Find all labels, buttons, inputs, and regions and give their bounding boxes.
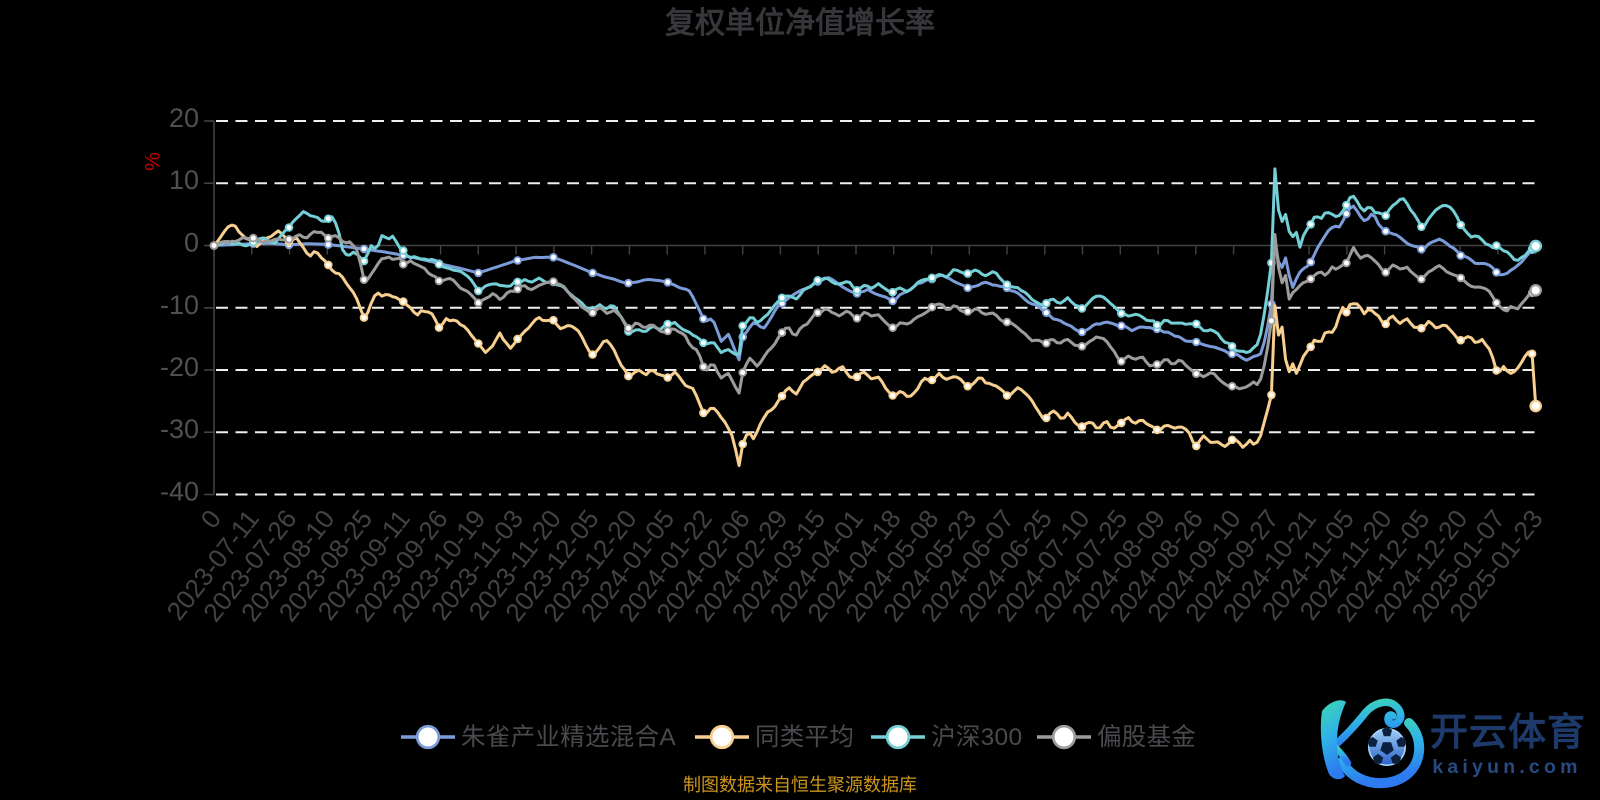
svg-text:同类平均: 同类平均: [755, 723, 854, 751]
svg-text:-40: -40: [160, 477, 199, 507]
svg-text:朱雀产业精选混合A: 朱雀产业精选混合A: [461, 723, 676, 751]
svg-text:-10: -10: [160, 290, 199, 320]
svg-text:开云体育: 开云体育: [1430, 712, 1586, 754]
svg-text:制图数据来自恒生聚源数据库: 制图数据来自恒生聚源数据库: [683, 775, 917, 795]
svg-text:沪深300: 沪深300: [931, 723, 1022, 751]
svg-text:-30: -30: [160, 414, 199, 444]
svg-text:复权单位净值增长率: 复权单位净值增长率: [665, 6, 935, 40]
svg-text:-20: -20: [160, 352, 199, 382]
svg-text:0: 0: [184, 228, 199, 258]
svg-text:10: 10: [169, 165, 199, 195]
svg-text:20: 20: [169, 103, 199, 133]
svg-text:kaiyun.com: kaiyun.com: [1432, 756, 1581, 778]
svg-text:%: %: [142, 152, 165, 171]
svg-text:偏股基金: 偏股基金: [1097, 723, 1196, 751]
